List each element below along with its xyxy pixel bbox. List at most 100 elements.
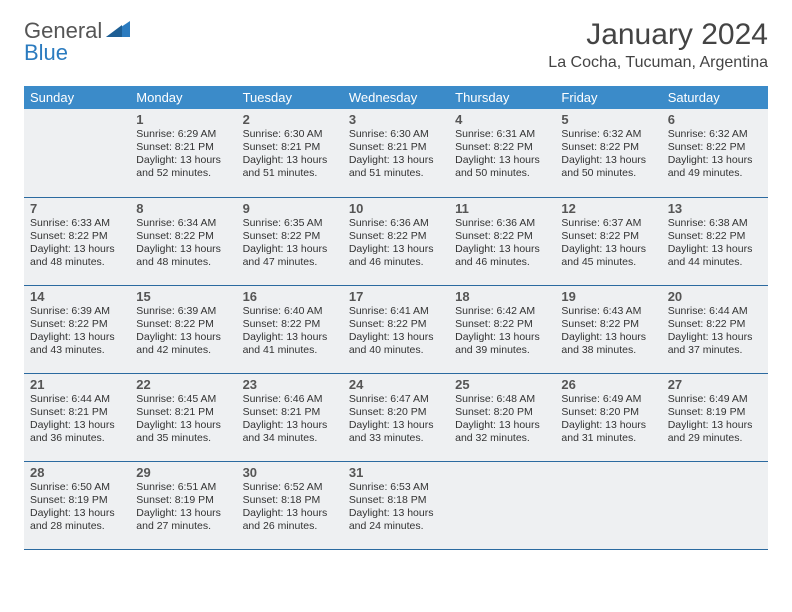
brand-word2: Blue [24, 40, 68, 66]
sunset-text: Sunset: 8:22 PM [136, 318, 230, 331]
calendar-day-cell: 18Sunrise: 6:42 AMSunset: 8:22 PMDayligh… [449, 285, 555, 373]
day-number: 4 [455, 112, 549, 127]
sunrise-text: Sunrise: 6:50 AM [30, 481, 124, 494]
sunset-text: Sunset: 8:22 PM [243, 318, 337, 331]
sunrise-text: Sunrise: 6:44 AM [668, 305, 762, 318]
sunset-text: Sunset: 8:21 PM [243, 141, 337, 154]
day-number: 23 [243, 377, 337, 392]
sunrise-text: Sunrise: 6:41 AM [349, 305, 443, 318]
sunrise-text: Sunrise: 6:49 AM [561, 393, 655, 406]
sunset-text: Sunset: 8:21 PM [30, 406, 124, 419]
daylight-text: Daylight: 13 hours [668, 419, 762, 432]
calendar-day-cell: 27Sunrise: 6:49 AMSunset: 8:19 PMDayligh… [662, 373, 768, 461]
sunrise-text: Sunrise: 6:31 AM [455, 128, 549, 141]
sunrise-text: Sunrise: 6:29 AM [136, 128, 230, 141]
day-number: 21 [30, 377, 124, 392]
sunrise-text: Sunrise: 6:34 AM [136, 217, 230, 230]
daylight-text: and 29 minutes. [668, 432, 762, 445]
day-number: 15 [136, 289, 230, 304]
daylight-text: Daylight: 13 hours [136, 507, 230, 520]
calendar-day-cell: 28Sunrise: 6:50 AMSunset: 8:19 PMDayligh… [24, 461, 130, 549]
sunset-text: Sunset: 8:22 PM [349, 318, 443, 331]
day-number: 24 [349, 377, 443, 392]
sunrise-text: Sunrise: 6:46 AM [243, 393, 337, 406]
calendar-day-cell: 10Sunrise: 6:36 AMSunset: 8:22 PMDayligh… [343, 197, 449, 285]
calendar-day-cell: 29Sunrise: 6:51 AMSunset: 8:19 PMDayligh… [130, 461, 236, 549]
daylight-text: and 45 minutes. [561, 256, 655, 269]
daylight-text: and 46 minutes. [349, 256, 443, 269]
daylight-text: and 48 minutes. [136, 256, 230, 269]
calendar-day-cell: 5Sunrise: 6:32 AMSunset: 8:22 PMDaylight… [555, 109, 661, 197]
day-number: 18 [455, 289, 549, 304]
day-number: 7 [30, 201, 124, 216]
sunrise-text: Sunrise: 6:36 AM [455, 217, 549, 230]
daylight-text: Daylight: 13 hours [243, 331, 337, 344]
sunset-text: Sunset: 8:22 PM [349, 230, 443, 243]
sunrise-text: Sunrise: 6:30 AM [349, 128, 443, 141]
daylight-text: Daylight: 13 hours [30, 331, 124, 344]
weekday-header: Sunday [24, 86, 130, 109]
sunset-text: Sunset: 8:22 PM [136, 230, 230, 243]
sunrise-text: Sunrise: 6:38 AM [668, 217, 762, 230]
day-number: 5 [561, 112, 655, 127]
sunset-text: Sunset: 8:20 PM [561, 406, 655, 419]
sunset-text: Sunset: 8:22 PM [30, 318, 124, 331]
daylight-text: and 24 minutes. [349, 520, 443, 533]
day-number: 19 [561, 289, 655, 304]
sunrise-text: Sunrise: 6:44 AM [30, 393, 124, 406]
sunrise-text: Sunrise: 6:47 AM [349, 393, 443, 406]
daylight-text: and 50 minutes. [561, 167, 655, 180]
calendar-day-cell: 11Sunrise: 6:36 AMSunset: 8:22 PMDayligh… [449, 197, 555, 285]
day-number: 27 [668, 377, 762, 392]
day-number: 11 [455, 201, 549, 216]
sunset-text: Sunset: 8:22 PM [243, 230, 337, 243]
sunset-text: Sunset: 8:22 PM [561, 318, 655, 331]
daylight-text: Daylight: 13 hours [349, 243, 443, 256]
daylight-text: Daylight: 13 hours [668, 331, 762, 344]
weekday-header: Tuesday [237, 86, 343, 109]
daylight-text: and 36 minutes. [30, 432, 124, 445]
sunset-text: Sunset: 8:18 PM [243, 494, 337, 507]
calendar-day-cell: 13Sunrise: 6:38 AMSunset: 8:22 PMDayligh… [662, 197, 768, 285]
sunset-text: Sunset: 8:19 PM [30, 494, 124, 507]
sunset-text: Sunset: 8:22 PM [668, 230, 762, 243]
calendar-day-cell: 15Sunrise: 6:39 AMSunset: 8:22 PMDayligh… [130, 285, 236, 373]
day-number: 13 [668, 201, 762, 216]
day-number: 30 [243, 465, 337, 480]
daylight-text: and 27 minutes. [136, 520, 230, 533]
weekday-header: Saturday [662, 86, 768, 109]
sunset-text: Sunset: 8:19 PM [668, 406, 762, 419]
sunrise-text: Sunrise: 6:36 AM [349, 217, 443, 230]
calendar-day-cell: 4Sunrise: 6:31 AMSunset: 8:22 PMDaylight… [449, 109, 555, 197]
calendar-table: Sunday Monday Tuesday Wednesday Thursday… [24, 86, 768, 550]
sunrise-text: Sunrise: 6:35 AM [243, 217, 337, 230]
daylight-text: Daylight: 13 hours [455, 154, 549, 167]
day-number: 29 [136, 465, 230, 480]
day-number: 17 [349, 289, 443, 304]
daylight-text: Daylight: 13 hours [561, 419, 655, 432]
day-number: 1 [136, 112, 230, 127]
day-number: 31 [349, 465, 443, 480]
calendar-day-cell [555, 461, 661, 549]
daylight-text: and 46 minutes. [455, 256, 549, 269]
sunset-text: Sunset: 8:22 PM [455, 230, 549, 243]
calendar-day-cell: 2Sunrise: 6:30 AMSunset: 8:21 PMDaylight… [237, 109, 343, 197]
daylight-text: Daylight: 13 hours [561, 154, 655, 167]
daylight-text: and 41 minutes. [243, 344, 337, 357]
calendar-day-cell: 9Sunrise: 6:35 AMSunset: 8:22 PMDaylight… [237, 197, 343, 285]
weekday-header: Friday [555, 86, 661, 109]
sunset-text: Sunset: 8:22 PM [30, 230, 124, 243]
calendar-day-cell: 20Sunrise: 6:44 AMSunset: 8:22 PMDayligh… [662, 285, 768, 373]
daylight-text: Daylight: 13 hours [455, 419, 549, 432]
calendar-week-row: 7Sunrise: 6:33 AMSunset: 8:22 PMDaylight… [24, 197, 768, 285]
sunrise-text: Sunrise: 6:51 AM [136, 481, 230, 494]
daylight-text: Daylight: 13 hours [243, 507, 337, 520]
daylight-text: and 28 minutes. [30, 520, 124, 533]
sunset-text: Sunset: 8:20 PM [349, 406, 443, 419]
daylight-text: Daylight: 13 hours [455, 331, 549, 344]
sunset-text: Sunset: 8:22 PM [455, 318, 549, 331]
sunrise-text: Sunrise: 6:33 AM [30, 217, 124, 230]
calendar-day-cell [449, 461, 555, 549]
daylight-text: and 34 minutes. [243, 432, 337, 445]
calendar-week-row: 28Sunrise: 6:50 AMSunset: 8:19 PMDayligh… [24, 461, 768, 549]
